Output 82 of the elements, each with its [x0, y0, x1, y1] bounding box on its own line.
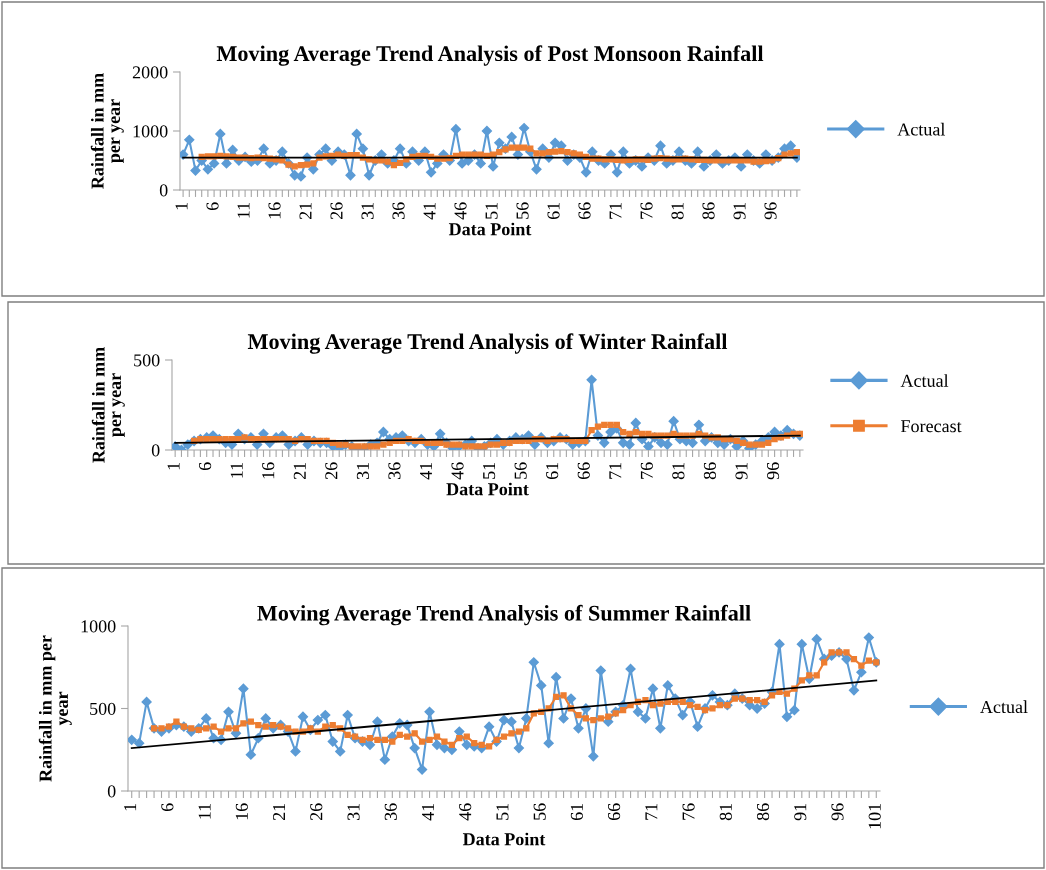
x-tick-label: 1 [175, 202, 188, 210]
x-tick-label: 46 [454, 202, 467, 220]
x-tick-label: 86 [703, 462, 717, 480]
x-tick-label: 31 [347, 803, 360, 820]
x-tick-label: 61 [570, 803, 583, 821]
x-tick-label: 1 [124, 803, 137, 811]
x-tick-label: 41 [423, 202, 436, 220]
x-tick-label: 41 [419, 462, 432, 480]
legend-label: Forecast [901, 420, 962, 433]
x-tick-label: 71 [645, 803, 658, 820]
y-tick-label: 500 [90, 702, 116, 715]
x-tick-label: 31 [356, 462, 369, 479]
x-tick-label: 51 [485, 202, 498, 219]
y-tick-label: 0 [107, 785, 116, 798]
x-tick-label: 71 [609, 462, 622, 479]
x-tick-label: 11 [198, 803, 211, 819]
x-tick-label: 36 [392, 202, 405, 219]
y-tick-label: 1000 [133, 125, 168, 138]
y-tick-label: 0 [151, 444, 160, 457]
y-tick-label: 0 [159, 184, 168, 197]
x-tick-label: 76 [640, 202, 653, 219]
x-tick-label: 91 [794, 803, 807, 821]
x-tick-label: 96 [764, 202, 777, 220]
x-tick-label: 56 [516, 202, 529, 219]
x-tick-label: 6 [206, 202, 219, 211]
x-tick-label: 81 [671, 202, 684, 220]
y-axis-title: Rainfall in mm per year [91, 347, 125, 463]
x-tick-label: 11 [237, 202, 250, 218]
x-tick-label: 46 [459, 803, 472, 821]
x-tick-label: 11 [230, 462, 243, 478]
x-tick-label: 81 [719, 803, 732, 821]
y-tick-label: 1000 [81, 620, 116, 633]
x-tick-label: 21 [273, 803, 285, 821]
x-tick-label: 26 [330, 202, 343, 220]
x-tick-label: 81 [672, 462, 685, 480]
x-tick-label: 76 [682, 803, 695, 820]
x-tick-label: 21 [293, 462, 306, 480]
x-tick-label: 26 [325, 462, 338, 480]
x-tick-label: 76 [640, 462, 653, 479]
x-tick-label: 16 [235, 803, 248, 820]
x-tick-label: 16 [262, 462, 275, 479]
x-tick-label: 51 [483, 462, 496, 479]
x-tick-label: 66 [608, 803, 621, 821]
y-tick-label: 500 [134, 354, 160, 367]
x-tick-label: 1 [167, 462, 180, 470]
x-tick-label: 96 [766, 462, 780, 480]
y-axis-title: Rainfall in mm per year [90, 73, 124, 189]
x-axis-title: Data Point [446, 482, 529, 496]
chart-title: Moving Average Trend Analysis of Winter Rainfall [247, 333, 728, 354]
x-axis-title: Data Point [448, 222, 532, 236]
x-tick-label: 86 [756, 803, 770, 821]
x-tick-label: 6 [199, 462, 212, 471]
x-axis-title: Data Point [462, 832, 546, 846]
y-tick-label: 2000 [132, 66, 168, 79]
legend-label: Actual [980, 700, 1028, 714]
x-tick-label: 71 [609, 202, 622, 219]
y-axis-title: Rainfall in mm per year [38, 635, 72, 782]
chart-title: Moving Average Trend Analysis of Post Monsoon Rainfall [216, 45, 764, 66]
x-tick-label: 61 [546, 462, 559, 480]
x-tick-label: 46 [451, 462, 464, 480]
x-tick-label: 91 [735, 462, 748, 480]
x-tick-label: 96 [831, 803, 844, 821]
x-tick-label: 21 [299, 202, 312, 220]
legend-label: Actual [900, 374, 949, 387]
x-tick-label: 66 [577, 462, 590, 480]
x-tick-label: 31 [361, 202, 374, 219]
x-tick-label: 56 [533, 803, 546, 820]
x-tick-label: 66 [578, 202, 591, 220]
x-tick-label: 36 [388, 462, 401, 479]
x-tick-label: 56 [514, 462, 527, 479]
x-tick-label: 41 [421, 803, 434, 821]
x-tick-label: 6 [161, 803, 174, 812]
x-tick-label: 51 [496, 803, 509, 820]
x-tick-label: 36 [384, 803, 397, 820]
x-tick-label: 61 [547, 202, 560, 220]
x-tick-label: 16 [268, 202, 281, 219]
x-tick-label: 86 [702, 202, 715, 220]
chart-title: Moving Average Trend Analysis of Summer Rainfall [257, 604, 751, 626]
legend-label: Actual [897, 122, 946, 136]
x-tick-label: 101 [868, 803, 881, 829]
x-tick-label: 26 [310, 803, 323, 821]
x-tick-label: 91 [733, 202, 746, 220]
